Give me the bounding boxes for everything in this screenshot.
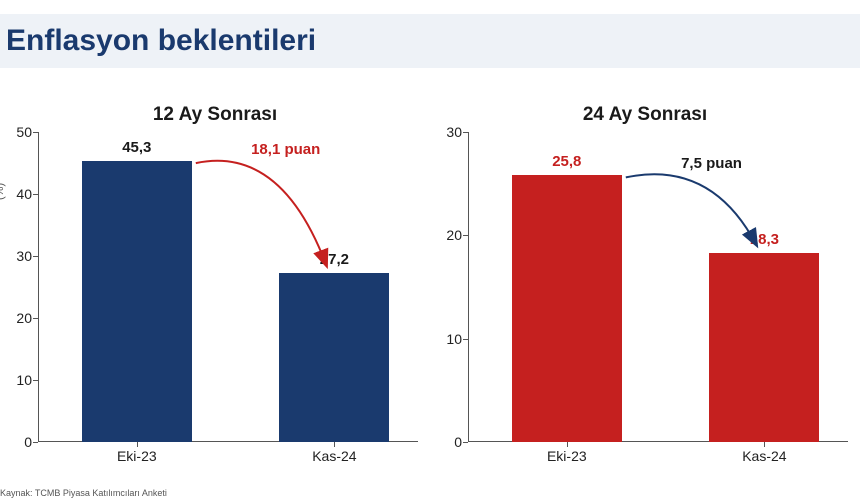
y-tick-label: 30 [434, 124, 462, 140]
bar [82, 161, 192, 442]
y-tick-mark [463, 132, 468, 133]
y-tick-label: 0 [4, 434, 32, 450]
y-tick-label: 30 [4, 248, 32, 264]
y-tick-label: 20 [4, 310, 32, 326]
x-tick-label: Kas-24 [742, 448, 786, 464]
bar [279, 273, 389, 442]
x-tick-mark [764, 442, 765, 447]
delta-label: 7,5 puan [681, 155, 742, 172]
y-axis [468, 132, 469, 442]
y-tick-label: 0 [434, 434, 462, 450]
x-tick-label: Eki-23 [117, 448, 157, 464]
bar-value-label: 25,8 [552, 153, 581, 170]
y-tick-mark [463, 442, 468, 443]
charts-container: 12 Ay Sonrası 0102030405045,3Eki-2327,2K… [0, 92, 860, 472]
chart-title: 24 Ay Sonrası [430, 104, 860, 126]
y-tick-mark [33, 442, 38, 443]
page-title: Enflasyon beklentileri [6, 24, 316, 58]
bar-value-label: 45,3 [122, 139, 151, 156]
chart-panel-12ay: 12 Ay Sonrası 0102030405045,3Eki-2327,2K… [0, 92, 430, 472]
x-tick-mark [334, 442, 335, 447]
bar [512, 175, 622, 442]
x-tick-label: Eki-23 [547, 448, 587, 464]
y-tick-label: 10 [434, 331, 462, 347]
delta-label: 18,1 puan [251, 141, 320, 158]
title-bar: Enflasyon beklentileri [0, 14, 860, 68]
bar-value-label: 18,3 [750, 231, 779, 248]
plot-area: 010203025,8Eki-2318,3Kas-247,5 puan [468, 132, 848, 442]
x-tick-mark [137, 442, 138, 447]
x-tick-mark [567, 442, 568, 447]
x-tick-label: Kas-24 [312, 448, 356, 464]
y-tick-mark [33, 194, 38, 195]
source-note: Kaynak: TCMB Piyasa Katılımcıları Anketi [0, 488, 167, 498]
plot-area: 0102030405045,3Eki-2327,2Kas-2418,1 puan [38, 132, 418, 442]
y-tick-mark [33, 318, 38, 319]
y-tick-mark [33, 132, 38, 133]
y-tick-label: 10 [4, 372, 32, 388]
y-tick-label: 40 [4, 186, 32, 202]
chart-panel-24ay: 24 Ay Sonrası 010203025,8Eki-2318,3Kas-2… [430, 92, 860, 472]
bar-value-label: 27,2 [320, 251, 349, 268]
y-tick-mark [463, 339, 468, 340]
chart-title: 12 Ay Sonrası [0, 104, 430, 126]
y-tick-label: 50 [4, 124, 32, 140]
y-tick-mark [463, 235, 468, 236]
y-axis [38, 132, 39, 442]
bar [709, 253, 819, 442]
y-tick-mark [33, 256, 38, 257]
y-tick-label: 20 [434, 227, 462, 243]
y-tick-mark [33, 380, 38, 381]
